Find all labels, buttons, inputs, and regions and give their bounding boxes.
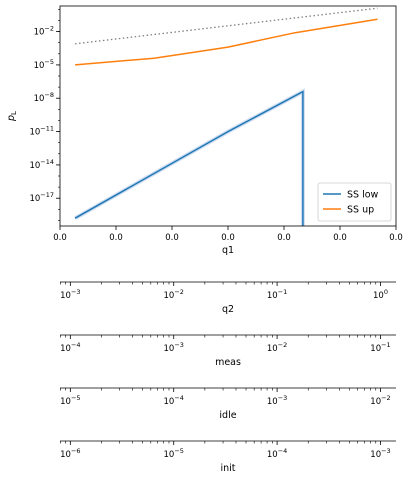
y-tick-label: 10−17 [29, 191, 54, 204]
legend-label: SS up [347, 205, 374, 216]
tick-label: 10−3 [60, 288, 80, 301]
secondary-axis-q2: 10−3 10−2 10−1 100 q2 [60, 281, 396, 315]
secondary-axis-idle: 10−5 10−4 10−3 10−2 idle [60, 387, 396, 421]
secondary-axis-meas: 10−4 10−3 10−2 10−1 meas [60, 334, 396, 368]
tick-label: 10−3 [164, 341, 184, 354]
legend-box [317, 182, 392, 222]
legend-label: SS low [347, 190, 379, 201]
tick-label: 10−2 [164, 288, 184, 301]
y-tick-label: 10−8 [34, 91, 54, 104]
y-tick-label: 10−11 [29, 125, 54, 138]
y-tick-label: 10−14 [29, 158, 54, 171]
tick-label: 10−5 [164, 447, 184, 460]
tick-label: 100 [373, 288, 388, 301]
series-line-ss-up [75, 18, 378, 66]
x-tick-label: 0.0 [221, 233, 235, 243]
axis-label: meas [215, 357, 241, 368]
tick-label: 10−4 [60, 341, 80, 354]
axis-label: q2 [222, 304, 234, 315]
y-tick-label: 10−2 [34, 25, 54, 38]
series-line-reference-dotted [75, 7, 378, 45]
main-plot: 10−17 10−14 10−11 10−8 10−5 10−2 0.0 0.0 0.0 0.0 0… [6, 5, 403, 256]
series-line-ss-low [74, 90, 304, 226]
y-axis-label: pL [6, 111, 18, 122]
x-tick-label: 0.0 [109, 233, 123, 243]
series-band-ss-low [74, 88, 305, 226]
legend: SS low SS up [317, 182, 392, 222]
series-group [74, 7, 378, 226]
axis-label: idle [219, 410, 236, 421]
y-tick-label: 10−5 [34, 58, 54, 71]
x-tick-label: 0.0 [53, 233, 67, 243]
secondary-axis-init: 10−6 10−5 10−4 10−3 init [60, 440, 396, 474]
tick-label: 10−4 [267, 447, 287, 460]
x-tick-label: 0.0 [333, 233, 347, 243]
x-tick-label: 0.0 [165, 233, 179, 243]
tick-label: 10−2 [370, 394, 390, 407]
x-tick-label: 0.0 [277, 233, 291, 243]
tick-label: 10−6 [60, 447, 80, 460]
tick-label: 10−3 [370, 447, 390, 460]
x-axis-label: q1 [222, 245, 234, 256]
tick-label: 10−3 [267, 394, 287, 407]
tick-label: 10−1 [370, 341, 390, 354]
x-tick-label: 0.0 [389, 233, 403, 243]
tick-label: 10−1 [267, 288, 287, 301]
tick-label: 10−4 [164, 394, 184, 407]
tick-label: 10−2 [267, 341, 287, 354]
tick-label: 10−5 [60, 394, 80, 407]
axis-label: init [220, 463, 235, 474]
